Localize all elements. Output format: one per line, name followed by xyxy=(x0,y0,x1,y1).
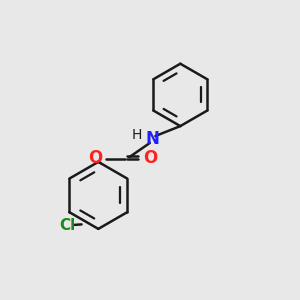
Text: O: O xyxy=(88,149,103,167)
Text: Cl: Cl xyxy=(60,218,76,233)
Text: N: N xyxy=(146,130,160,148)
Text: H: H xyxy=(132,128,142,142)
Text: O: O xyxy=(144,149,158,167)
